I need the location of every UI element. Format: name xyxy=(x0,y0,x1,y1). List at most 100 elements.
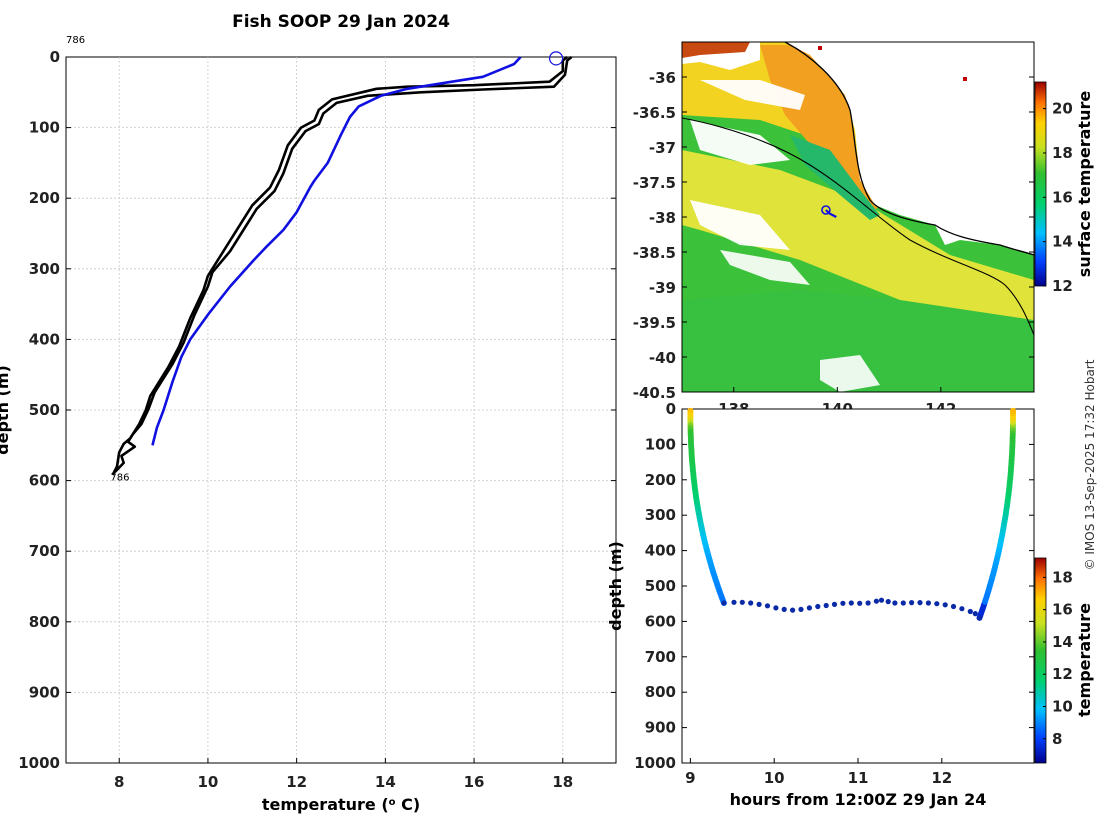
profile-y-ticks: 0 100 200 300 400 500 600 700 800 900 1000 xyxy=(18,48,616,772)
section-y-label: depth (m) xyxy=(606,541,625,631)
section-bottom-point xyxy=(748,600,754,606)
section-panel: 9 10 11 12 0 100 200 300 400 500 600 700 800 900 1000… xyxy=(606,400,1094,809)
y-tick-label: 700 xyxy=(29,542,60,560)
lat-tick-label: -36.5 xyxy=(633,104,676,122)
profile-x-ticks: 8 10 12 14 16 18 xyxy=(114,758,573,791)
section-bottom-point xyxy=(790,607,796,613)
colorbar-tick-label: 20 xyxy=(1052,100,1073,118)
colorbar-tick-label: 16 xyxy=(1052,188,1073,206)
lat-tick-label: -38 xyxy=(649,209,676,227)
map-gulf-warm-patch xyxy=(682,42,750,58)
y-tick-label: 200 xyxy=(29,189,60,207)
profile-line-2 xyxy=(113,55,573,474)
section-bottom-point xyxy=(756,601,762,608)
map-track xyxy=(821,205,837,218)
section-y-tick-label: 200 xyxy=(645,471,676,489)
section-bottom-point xyxy=(925,600,932,606)
colorbar-tick-label: 16 xyxy=(1052,601,1073,619)
section-bottom-point xyxy=(934,601,940,607)
section-x-tick-label: 10 xyxy=(764,769,785,787)
colorbar-tick-label: 18 xyxy=(1052,568,1073,586)
map-land-australia xyxy=(785,42,1034,255)
colorbar-tick-label: 12 xyxy=(1052,277,1073,295)
section-y-tick-label: 800 xyxy=(645,683,676,701)
section-y-tick-label: 0 xyxy=(666,400,676,418)
section-bottom-point xyxy=(798,606,804,613)
ship-track-line xyxy=(825,209,837,218)
section-bottom-point xyxy=(972,611,978,617)
section-x-ticks: 9 10 11 12 xyxy=(685,758,952,787)
map-hot-coastal-region xyxy=(760,45,880,215)
y-tick-label: 300 xyxy=(29,260,60,278)
section-bottom-point xyxy=(781,606,787,613)
y-tick-label: 400 xyxy=(29,330,60,348)
section-axes-frame xyxy=(681,408,1035,764)
map-cloud-2 xyxy=(690,120,790,165)
lat-tick-label: -38.5 xyxy=(633,244,676,262)
section-bottom-point xyxy=(806,605,813,611)
map-coastline xyxy=(784,42,1034,256)
x-tick-label: 12 xyxy=(286,773,307,791)
section-bottom-point xyxy=(857,600,863,606)
profile-panel: 8 10 12 14 16 18 0 100 200 300 400 500 600 700 800 900… xyxy=(0,35,617,814)
section-colorbar-ticks: 8 10 12 14 16 18 xyxy=(1043,568,1073,748)
colorbar-tick-label: 14 xyxy=(1052,233,1073,251)
section-bottom-point xyxy=(721,600,727,606)
map-cloud-3 xyxy=(690,200,790,250)
section-y-tick-label: 1000 xyxy=(634,754,676,772)
map-cloud-1 xyxy=(700,80,805,110)
map-hot-pixel-1 xyxy=(818,46,822,50)
x-tick-label: 10 xyxy=(197,773,218,791)
colorbar-tick-label: 8 xyxy=(1052,730,1062,748)
x-tick-label: 14 xyxy=(375,773,396,791)
x-tick-label: 18 xyxy=(552,773,573,791)
section-y-tick-label: 300 xyxy=(645,506,676,524)
map-hot-pixel-2 xyxy=(963,77,967,81)
colorbar-tick-label: 14 xyxy=(1052,633,1073,651)
profile-line-1 xyxy=(111,55,569,476)
section-points xyxy=(687,407,1016,621)
section-y-tick-label: 700 xyxy=(645,648,676,666)
section-x-tick-label: 9 xyxy=(685,769,695,787)
profile-start-marker xyxy=(549,51,564,66)
map-panel: -36 -36.5 -37 -37.5 -38 -38.5 -39 -39.5 -40 -40.5… xyxy=(633,41,1094,418)
profile-line-3 xyxy=(151,56,522,446)
lat-tick-label: -39.5 xyxy=(633,314,676,332)
section-bottom-point xyxy=(917,600,923,606)
section-bottom-point xyxy=(959,606,965,612)
lat-tick-label: -37.5 xyxy=(633,174,676,192)
section-colorbar-label: temperature xyxy=(1075,603,1094,717)
section-bottom-point xyxy=(950,603,957,610)
section-bottom-point xyxy=(815,603,821,610)
profile-lines xyxy=(111,51,573,476)
lat-tick-label: -40.5 xyxy=(633,384,676,402)
profile-x-label: temperature (o C) xyxy=(262,795,420,814)
section-bottom-point xyxy=(831,601,838,608)
profile-annotations: 786 786 xyxy=(66,35,129,484)
map-cloud-5 xyxy=(820,355,880,392)
lat-tick-label: -37 xyxy=(649,139,676,157)
figure-title: Fish SOOP 29 Jan 2024 xyxy=(232,12,450,32)
section-bottom-point xyxy=(967,608,973,615)
y-tick-label: 900 xyxy=(29,683,60,701)
section-bottom-point xyxy=(878,597,885,603)
section-bottom-point xyxy=(773,605,779,611)
section-x-label: hours from 12:00Z 29 Jan 24 xyxy=(730,790,987,809)
section-colorbar xyxy=(1034,557,1047,764)
section-bottom-point xyxy=(764,603,771,609)
section-y-tick-label: 400 xyxy=(645,542,676,560)
y-tick-label: 600 xyxy=(29,472,60,490)
map-image xyxy=(682,42,1034,392)
profile-axes-frame xyxy=(65,56,617,764)
profile-grid xyxy=(66,57,616,763)
map-colorbar-label: surface temperature xyxy=(1075,91,1094,278)
map-colorbar xyxy=(1034,81,1047,287)
credit-text: © IMOS 13-Sep-2025 17:32 Hobart xyxy=(1083,359,1097,570)
section-bottom-point xyxy=(865,600,871,606)
section-bottom-point xyxy=(942,602,948,608)
section-bottom-point xyxy=(976,615,983,621)
section-x-tick-label: 12 xyxy=(931,769,952,787)
map-southern-water xyxy=(682,290,1034,392)
profile-y-label: depth (m) xyxy=(0,365,12,455)
